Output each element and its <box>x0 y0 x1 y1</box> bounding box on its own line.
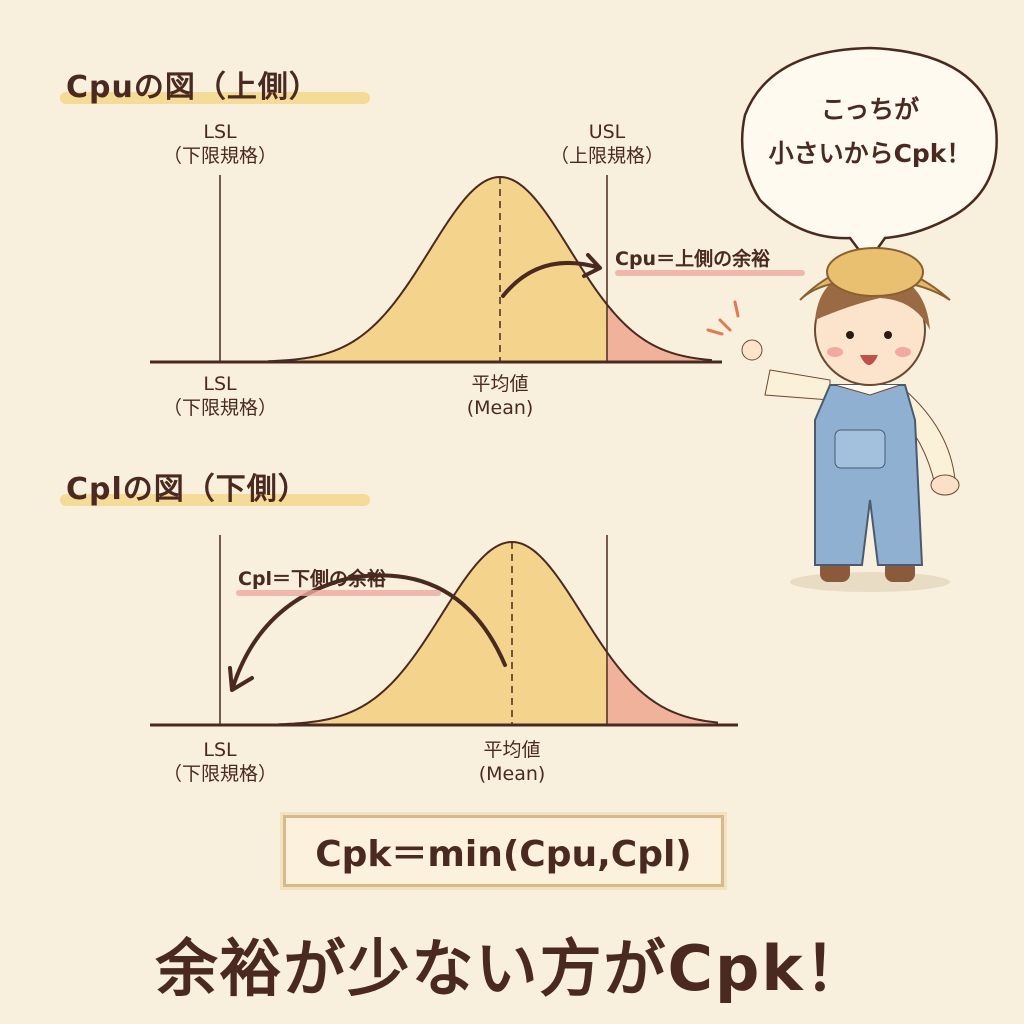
cpu-note-underline <box>615 270 805 276</box>
curve-fill <box>268 177 712 362</box>
title-highlight <box>60 92 370 104</box>
cpu-note: Cpu＝上側の余裕 <box>615 248 771 270</box>
lsl-text: LSL <box>203 739 237 761</box>
lsl-label-bottom: LSL （下限規格） <box>163 372 277 420</box>
bottom-diagram-title: Cplの図（下側） <box>66 472 309 507</box>
top-diagram-title: Cpuの図（上側） <box>66 70 320 105</box>
conclusion-text: 余裕が少ない方がCpk！ <box>155 932 869 1005</box>
arrow <box>501 253 602 298</box>
bell-curve <box>267 175 713 363</box>
girl-character-illustration <box>706 247 960 592</box>
lsl-text: LSL <box>203 121 237 143</box>
lsl-label-top: LSL （下限規格） <box>163 120 277 168</box>
lsl-sub: （下限規格） <box>162 145 278 167</box>
mean-sub: (Mean) <box>478 763 546 785</box>
mean-text: 平均値 <box>483 739 541 761</box>
cpl-note: Cpl＝下側の余裕 <box>238 568 387 590</box>
lsl-sub: （下限規格） <box>162 763 278 785</box>
speech-bubble <box>740 46 998 265</box>
speech-bubble-text: こっちが小さいからCpk！ <box>740 88 1000 176</box>
formula-box: Cpk＝min(Cpu,Cpl) <box>283 815 724 887</box>
upper-tail-fill <box>607 653 718 725</box>
lsl-label-cpl: LSL （下限規格） <box>163 738 277 786</box>
upper-tail-fill <box>607 305 712 362</box>
bubble-line-2: 小さいからCpk！ <box>768 139 972 168</box>
top-chart <box>150 175 722 364</box>
usl-sub: （上限規格） <box>549 145 665 167</box>
bubble-line-1: こっちが <box>820 95 920 124</box>
mean-sub: (Mean) <box>466 397 534 419</box>
cpl-note-underline <box>236 590 441 596</box>
lsl-text: LSL <box>203 373 237 395</box>
usl-text: USL <box>588 121 626 143</box>
mean-label-cpl: 平均値 (Mean) <box>479 738 546 786</box>
mean-label-top: 平均値 (Mean) <box>467 372 534 420</box>
mean-text: 平均値 <box>471 373 529 395</box>
usl-label-top: USL （上限規格） <box>550 120 664 168</box>
bell-curve <box>277 540 719 726</box>
title-highlight <box>60 494 370 506</box>
arrow <box>228 573 507 692</box>
bottom-chart <box>150 535 738 727</box>
lsl-sub: （下限規格） <box>162 397 278 419</box>
